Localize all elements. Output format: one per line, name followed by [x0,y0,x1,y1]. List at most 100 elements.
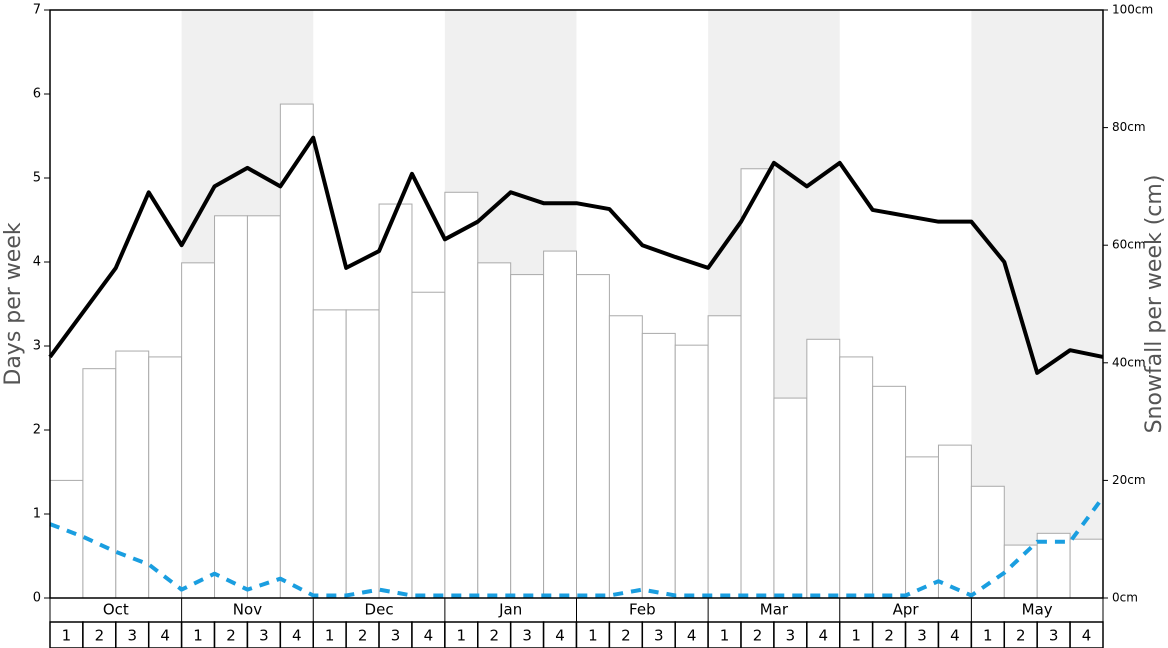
week-cell [740,621,775,648]
x-tick-label: 1 [193,627,203,645]
week-cell [444,621,479,648]
bar [82,368,117,599]
bar [839,356,874,599]
x-tick-label: 4 [1082,627,1092,645]
bar [1036,532,1071,599]
bar [608,315,643,599]
y-tick-label: 3 [33,339,41,354]
month-label: Feb [629,601,656,619]
bar [576,274,610,599]
x-tick-label: 1 [983,627,993,645]
week-cell [904,621,940,648]
x-tick-label: 4 [819,627,829,645]
week-cell [674,621,709,648]
y2-tick-label: 80cm [1112,120,1146,134]
line [48,135,1104,375]
x-tick-label: 1 [62,627,72,645]
bar [214,215,248,599]
week-cell [312,621,347,648]
month-label: Dec [365,601,394,619]
y2-tick-label: 0cm [1112,591,1138,605]
bar [345,309,380,599]
x-tick-label: 3 [654,627,664,645]
y2-tick-label: 40cm [1112,355,1146,369]
week-cell [378,621,413,648]
y-tick-label: 5 [33,171,41,186]
bar [411,291,446,599]
x-tick-label: 2 [621,627,631,645]
bar [477,262,512,599]
week-cell [608,621,644,648]
y-tick-label: 1 [33,507,41,522]
bar [806,338,841,599]
week-cell [147,621,183,648]
bar [115,350,150,599]
week-cell [806,621,841,648]
bar [510,274,545,599]
x-tick-label: 3 [1049,627,1059,645]
month-label: Apr [893,601,920,619]
x-tick-label: 4 [687,627,697,645]
week-cell [279,621,314,648]
month-label: Mar [760,601,789,619]
y-tick-label: 0 [33,591,41,606]
y-tick-label: 6 [33,87,41,102]
x-tick-label: 4 [160,627,170,645]
x-tick-label: 4 [555,627,565,645]
week-cell [213,621,249,648]
bar [707,315,742,599]
y-axis-title: Days per week [1,222,26,385]
week-cell [1069,621,1104,648]
x-tick-label: 2 [489,627,499,645]
bar [312,309,347,599]
bar [674,344,709,599]
x-tick-label: 2 [358,627,368,645]
x-tick-label: 4 [292,627,302,645]
week-cell [509,621,545,648]
bar [543,250,577,599]
bar [49,479,84,599]
x-tick-label: 3 [522,627,532,645]
bar [444,191,479,599]
bar [937,444,972,599]
bar [773,397,808,599]
x-tick-label: 4 [950,627,960,645]
x-tick-label: 1 [325,627,335,645]
bar [378,203,413,599]
week-cell [839,621,874,648]
x-tick-label: 2 [753,627,763,645]
week-cell [345,621,380,648]
x-tick-label: 3 [127,627,137,645]
month-label: Oct [103,601,129,619]
y2-tick-label: 60cm [1112,238,1146,252]
x-tick-label: 2 [884,627,894,645]
x-tick-label: 2 [95,627,105,645]
week-cell [1036,621,1071,648]
bar [1003,544,1038,599]
x-tick-label: 3 [259,627,269,645]
bar [1069,538,1104,599]
x-tick-label: 1 [851,627,861,645]
y2-tick-label: 20cm [1112,473,1146,487]
bar [246,215,281,599]
x-tick-label: 1 [457,627,467,645]
bar [148,356,183,599]
x-tick-label: 1 [720,627,730,645]
bar [740,168,775,599]
y-tick-label: 2 [33,423,41,438]
x-tick-label: 4 [424,627,434,645]
x-tick-label: 3 [391,627,401,645]
month-label: May [1022,601,1053,619]
y-tick-label: 7 [33,3,41,18]
y-tick-label: 4 [33,255,41,270]
x-tick-label: 3 [917,627,927,645]
y2-tick-label: 100cm [1112,3,1153,17]
month-label: Jan [498,601,522,619]
x-tick-label: 2 [1016,627,1026,645]
bar [872,385,907,599]
x-tick-label: 2 [226,627,236,645]
x-tick-label: 3 [786,627,796,645]
week-cell [246,621,282,648]
y2-axis-title: Snowfall per week (cm) [1142,175,1167,434]
